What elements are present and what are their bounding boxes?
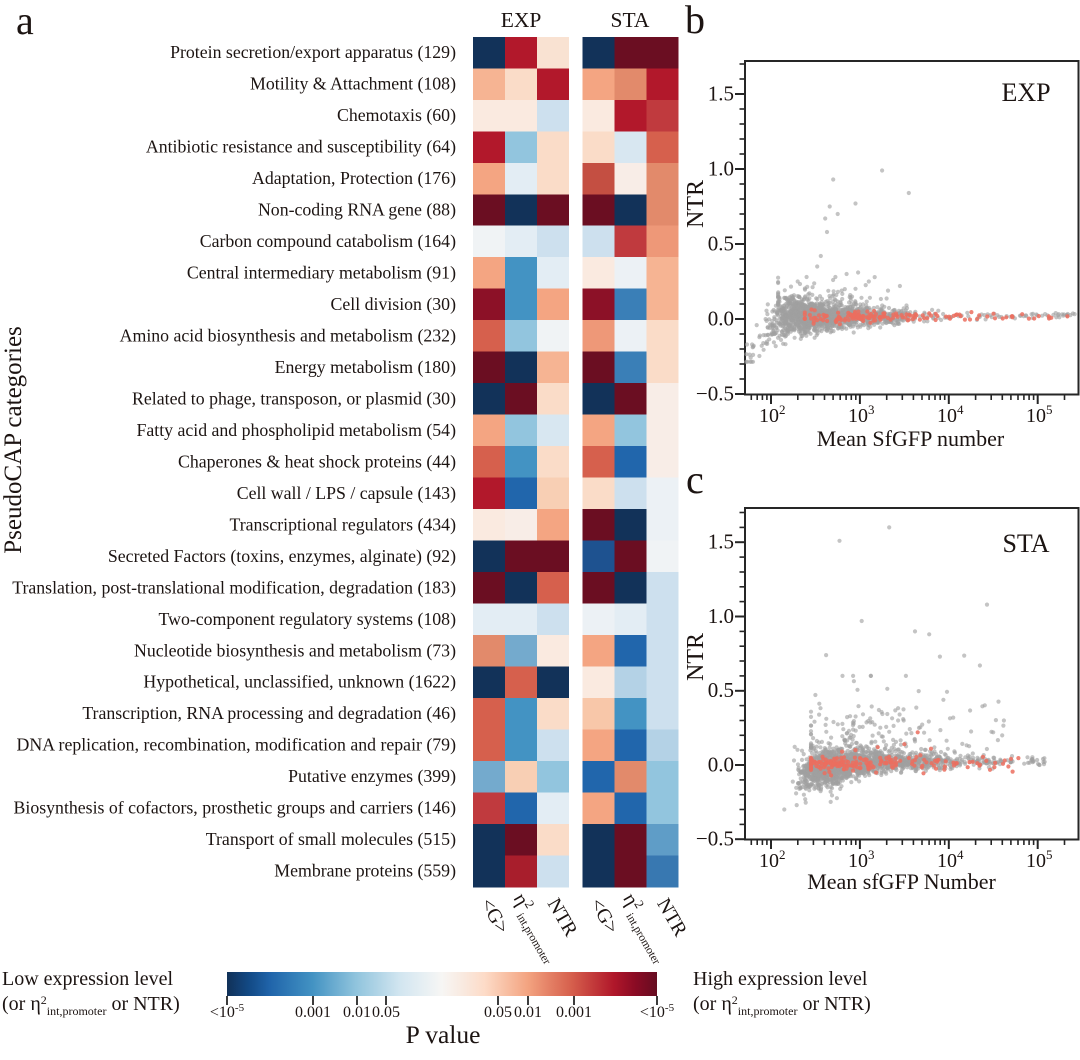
svg-text:Secreted Factors (toxins, enzy: Secreted Factors (toxins, enzymes, algin… (108, 546, 456, 567)
svg-text:Mean SfGFP number: Mean SfGFP number (817, 426, 1005, 451)
svg-text:STA: STA (611, 8, 650, 32)
svg-text:0.0: 0.0 (708, 306, 734, 330)
svg-text:Low expression level: Low expression level (2, 968, 174, 990)
svg-text:a: a (16, 0, 34, 43)
svg-text:STA: STA (1002, 529, 1049, 558)
svg-text:Chemotaxis (60): Chemotaxis (60) (337, 105, 456, 126)
svg-text:Cell wall / LPS / capsule (143: Cell wall / LPS / capsule (143) (237, 483, 456, 504)
svg-text:1.0: 1.0 (708, 604, 734, 628)
svg-text:0.01: 0.01 (514, 1004, 542, 1021)
svg-text:EXP: EXP (501, 8, 542, 32)
svg-text:c: c (686, 457, 704, 502)
svg-text:Transport of small molecules (: Transport of small molecules (515) (206, 829, 456, 850)
svg-text:Putative enzymes (399): Putative enzymes (399) (288, 766, 456, 787)
svg-text:Nucleotide biosynthesis and me: Nucleotide biosynthesis and metabolism (… (134, 640, 456, 661)
svg-text:PseudoCAP categories: PseudoCAP categories (0, 326, 27, 554)
svg-text:High expression level: High expression level (693, 968, 868, 990)
svg-text:0.5: 0.5 (708, 231, 734, 255)
svg-text:1.5: 1.5 (708, 530, 734, 554)
svg-text:Non-coding RNA gene (88): Non-coding RNA gene (88) (258, 199, 456, 220)
svg-text:DNA replication, recombination: DNA replication, recombination, modifica… (17, 735, 457, 756)
svg-text:1.0: 1.0 (708, 156, 734, 180)
svg-text:0.001: 0.001 (295, 1004, 331, 1021)
svg-text:Membrane proteins (559): Membrane proteins (559) (274, 861, 456, 882)
svg-text:Energy metabolism (180): Energy metabolism (180) (275, 357, 456, 378)
svg-text:Adaptation, Protection (176): Adaptation, Protection (176) (252, 168, 456, 189)
svg-text:Cell division (30): Cell division (30) (331, 294, 457, 315)
svg-text:Amino acid biosynthesis and me: Amino acid biosynthesis and metabolism (… (120, 325, 456, 346)
svg-text:0.0: 0.0 (708, 752, 734, 776)
svg-text:Related to phage, transposon,: Related to phage, transposon, or plasmid… (132, 388, 456, 409)
svg-text:Central intermediary metabolis: Central intermediary metabolism (91) (187, 262, 456, 283)
svg-text:Mean sfGFP Number: Mean sfGFP Number (807, 869, 996, 894)
svg-text:NTR: NTR (683, 633, 709, 681)
svg-text:0.001: 0.001 (556, 1004, 592, 1021)
svg-text:Fatty acid and phospholipid me: Fatty acid and phospholipid metabolism (… (136, 420, 456, 441)
svg-text:Protein secretion/export appar: Protein secretion/export apparatus (129) (170, 42, 456, 63)
svg-text:−0.5: −0.5 (696, 827, 734, 851)
svg-text:EXP: EXP (1001, 78, 1050, 107)
svg-text:0.5: 0.5 (708, 678, 734, 702)
svg-text:1.5: 1.5 (708, 81, 734, 105)
svg-text:Transcriptional regulators (43: Transcriptional regulators (434) (229, 514, 456, 535)
svg-text:Transcription, RNA processing: Transcription, RNA processing and degrad… (82, 703, 456, 724)
svg-text:Two-component regulatory syste: Two-component regulatory systems (108) (158, 609, 456, 630)
svg-text:Antibiotic resistance and susc: Antibiotic resistance and susceptibility… (146, 136, 456, 157)
svg-text:−0.5: −0.5 (696, 381, 734, 405)
svg-text:Carbon compound catabolism (16: Carbon compound catabolism (164) (200, 231, 456, 252)
svg-text:Chaperones & heat shock protei: Chaperones & heat shock proteins (44) (178, 451, 456, 472)
svg-text:Translation, post-translationa: Translation, post-translational modifica… (12, 577, 456, 598)
svg-text:0.01: 0.01 (343, 1004, 371, 1021)
svg-text:Biosynthesis of cofactors, pro: Biosynthesis of cofactors, prosthetic gr… (14, 798, 457, 819)
svg-text:NTR: NTR (683, 180, 709, 228)
svg-text:P value: P value (406, 1020, 481, 1049)
svg-text:0.05: 0.05 (372, 1004, 400, 1021)
svg-text:b: b (685, 0, 705, 42)
svg-text:0.05: 0.05 (484, 1004, 512, 1021)
svg-text:Motility & Attachment (108): Motility & Attachment (108) (250, 73, 456, 94)
svg-text:Hypothetical, unclassified, un: Hypothetical, unclassified, unknown (162… (143, 672, 456, 693)
